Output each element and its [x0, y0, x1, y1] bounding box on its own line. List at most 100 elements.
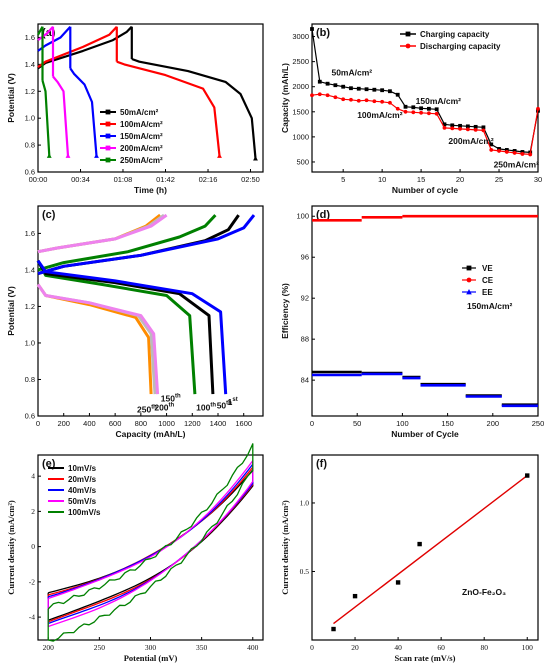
x-tick-label: 200 — [487, 419, 500, 428]
y-tick-label: 1.0 — [300, 498, 310, 507]
series-0-discharge — [131, 57, 257, 159]
cycle-label-5-sup: th — [151, 404, 157, 410]
series-3-charge — [37, 25, 54, 41]
y-axis-label: Efficiency (%) — [280, 283, 290, 339]
series-0-point-14 — [419, 106, 424, 111]
series-1-point-16 — [434, 111, 439, 116]
x-tick-label: 100 — [396, 419, 409, 428]
y-tick-label: 92 — [301, 294, 309, 303]
x-tick-label: 600 — [109, 419, 122, 428]
series-4-discharge — [36, 283, 157, 395]
plot-frame — [311, 454, 539, 641]
legend-label-0: VE — [482, 264, 493, 273]
legend-marker — [105, 133, 111, 139]
series-0-discharge — [36, 259, 228, 395]
cv-loop-4 — [47, 443, 254, 642]
legend-label-1: CE — [482, 276, 494, 285]
series-0-point-27 — [520, 150, 525, 154]
series-0-point-16 — [434, 107, 439, 112]
series-0-charge — [37, 214, 256, 276]
series-1-point-26 — [512, 151, 517, 155]
y-axis-label: Capacity (mAh/L) — [280, 63, 290, 133]
x-tick-label: 100 — [522, 643, 534, 652]
y-axis-label: Potential (V) — [6, 286, 16, 336]
legend-label-2: 40mV/s — [68, 486, 97, 495]
series-1-point-24 — [497, 149, 501, 153]
series-2-charge — [37, 214, 217, 272]
series-1-point-14 — [419, 110, 424, 115]
series-0-point-15 — [426, 106, 431, 111]
series-1-point-15 — [426, 111, 431, 116]
series-1-point-6 — [356, 98, 361, 103]
series-1-point-11 — [395, 106, 400, 111]
cycle-label-4-sup: th — [169, 403, 175, 409]
series-1-point-27 — [520, 152, 525, 156]
x-tick-label: 5 — [341, 175, 345, 184]
x-tick-label: 250 — [94, 643, 106, 652]
x-tick-label: 1400 — [210, 419, 227, 428]
legend-marker — [466, 277, 472, 283]
x-axis-label: Number of Cycle — [391, 429, 459, 439]
cycle-label-4-base: 200 — [154, 403, 168, 413]
series-0-point-19 — [458, 123, 462, 128]
series-0-point-6 — [356, 86, 361, 91]
rate-annotation-4: 250mA/cm² — [494, 159, 540, 169]
x-tick-label: 01:42 — [156, 175, 175, 184]
series-0-point-2 — [325, 81, 330, 86]
series-0-point-25 — [504, 148, 509, 152]
legend-marker — [105, 145, 111, 151]
series-0-point-11 — [395, 92, 400, 97]
plot-frame — [37, 205, 264, 417]
cv-loop-2 — [47, 463, 254, 625]
series-1-point-4 — [341, 97, 346, 102]
data-point-4 — [525, 473, 530, 478]
x-tick-label: 50 — [353, 419, 361, 428]
y-tick-label: 84 — [301, 376, 309, 385]
panel-label: (c) — [42, 209, 56, 221]
series-1-point-2 — [325, 93, 330, 98]
series-4-discharge — [41, 80, 51, 156]
y-tick-label: 1500 — [292, 107, 309, 116]
series-1-point-22 — [481, 128, 486, 133]
series-0-point-5 — [349, 86, 353, 91]
legend-label-0: 10mV/s — [68, 464, 97, 473]
y-tick-label: 2 — [31, 507, 35, 516]
x-tick-label: 10 — [378, 175, 386, 184]
series-1-point-0 — [310, 93, 314, 98]
y-tick-label: 4 — [31, 472, 35, 481]
y-tick-label: 3000 — [292, 32, 309, 41]
series-1-point-9 — [380, 99, 385, 104]
fit-line — [333, 475, 528, 625]
x-tick-label: 20 — [351, 643, 359, 652]
series-0-point-18 — [450, 123, 455, 128]
y-tick-label: 2500 — [292, 57, 309, 66]
series-0-point-22 — [481, 125, 486, 130]
y-axis-label: Current density (mA/cm²) — [280, 500, 290, 595]
panel-a: (a)0.60.81.01.21.41.600:00 00:34 01:08 01:4… — [6, 23, 264, 195]
series-1-point-23 — [489, 148, 494, 152]
x-tick-label: 400 — [247, 643, 259, 652]
y-tick-label: 1.4 — [25, 60, 35, 69]
x-tick-label: 25 — [495, 175, 503, 184]
panel-f: (f) 0.5 1.0 0 20 40 60 80 100 Scan rate (mV/s) Cur… — [280, 454, 539, 663]
x-tick-label: 400 — [83, 419, 96, 428]
plot-frame — [37, 23, 264, 173]
x-tick-label: 200 — [43, 643, 55, 652]
cycle-label-5-base: 250 — [137, 404, 151, 414]
x-tick-label: 20 — [456, 175, 464, 184]
legend-marker — [105, 157, 111, 163]
x-tick-label: 0 — [310, 643, 314, 652]
legend-marker — [466, 265, 472, 271]
legend-label-0: Charging capacity — [420, 30, 490, 39]
x-tick-label: 02:16 — [199, 175, 218, 184]
x-tick-label: 150 — [441, 419, 454, 428]
x-tick-label: 40 — [394, 643, 402, 652]
series-0-point-3 — [333, 83, 338, 88]
y-tick-label: 1.0 — [25, 114, 35, 123]
x-tick-label: 800 — [135, 419, 148, 428]
y-axis-label: Potential (V) — [6, 73, 16, 123]
x-tick-label: 80 — [480, 643, 488, 652]
series-1-point-12 — [403, 109, 408, 114]
cycle-label-1: 50th — [217, 401, 232, 411]
